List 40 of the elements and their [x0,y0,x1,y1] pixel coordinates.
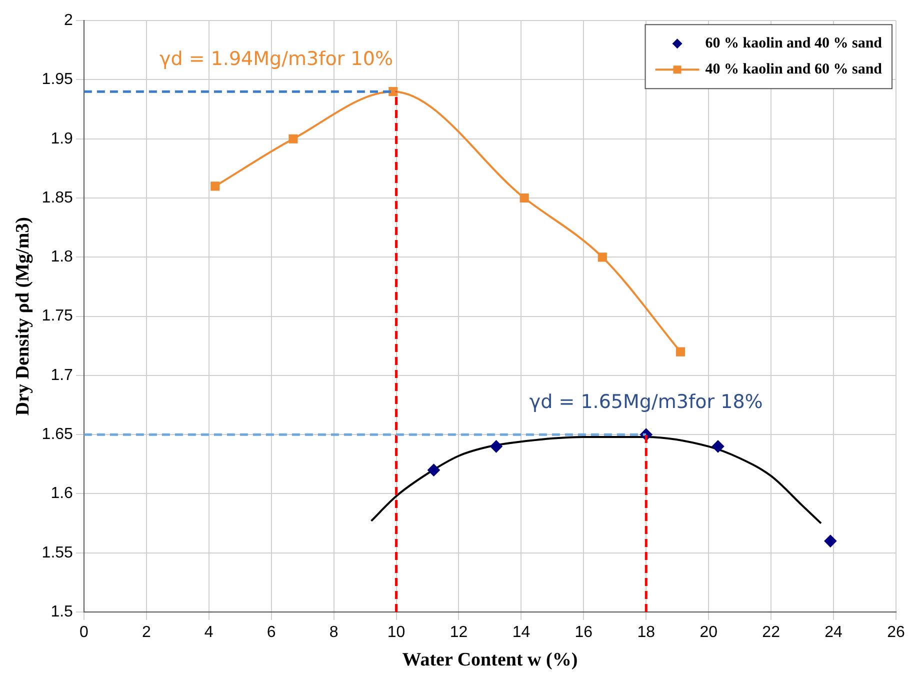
y-tick-label: 1.85 [42,189,74,206]
x-tick-label: 10 [387,624,406,642]
x-tick-label: 24 [824,624,843,642]
x-tick-label: 26 [887,624,905,642]
y-tick-label: 2 [64,12,74,30]
y-tick-label: 1.7 [50,366,74,384]
point [288,134,298,144]
x-tick-label: 16 [574,624,593,642]
x-tick-label: 0 [79,624,88,642]
point [824,535,836,548]
x-tick-label: 4 [204,624,214,642]
y-tick-label: 1.9 [50,130,74,148]
y-tick-label: 1.75 [42,308,74,325]
annotation: γd = 1.65Mg/m3for 18% [529,391,763,414]
x-tick-label: 2 [142,624,151,642]
x-tick-label: 22 [762,624,780,642]
y-tick-label: 1.95 [42,71,74,88]
x-tick-label: 14 [512,624,530,642]
x-tick-label: 12 [450,624,468,642]
y-axis-title: Dry Density ρd (Mg/m3) [12,217,34,416]
point [676,347,686,356]
x-tick-label: 18 [637,624,656,642]
point [520,193,529,203]
x-tick-label: 6 [266,624,276,642]
x-axis-title: Water Content w (%) [402,650,578,671]
y-tick-label: 1.8 [50,248,74,266]
point [490,440,502,452]
legend-label: 40 % kaolin and 60 % sand [705,61,883,78]
y-tick-label: 1.6 [50,485,74,502]
y-tick-label: 1.65 [42,426,74,443]
x-tick-label: 8 [329,624,338,642]
point [428,464,440,476]
point [598,252,607,262]
point [210,182,220,191]
x-tick-label: 20 [700,624,718,642]
legend-label: 60 % kaolin and 40 % sand [705,35,883,52]
point [712,440,724,452]
y-tick-label: 1.5 [50,603,74,620]
y-tick-label: 1.55 [42,544,74,562]
annotation: γd = 1.94Mg/m3for 10% [160,48,394,70]
